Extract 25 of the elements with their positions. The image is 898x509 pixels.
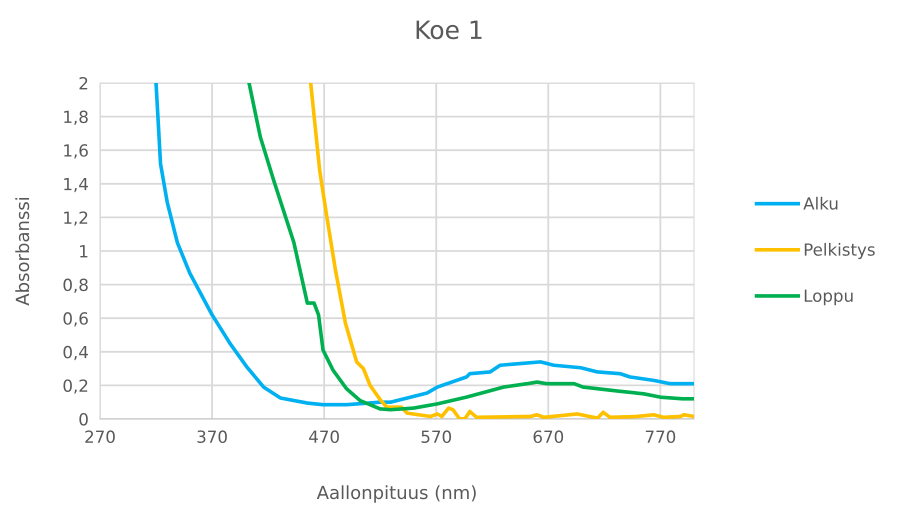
- line-series: [247, 83, 694, 412]
- y-tick-label: 1,8: [64, 110, 88, 125]
- y-tick-label: 1,4: [64, 178, 88, 192]
- x-tick-label: 770: [646, 430, 676, 444]
- x-tick-label: 270: [85, 430, 115, 444]
- chart-title: Koe 1: [416, 20, 482, 40]
- legend-label: Alku: [803, 196, 838, 210]
- y-tick-label: 1: [80, 245, 88, 258]
- x-tick-label: 470: [309, 430, 339, 444]
- y-tick-label: 0: [79, 412, 88, 426]
- y-tick-label: 1,2: [64, 211, 88, 226]
- legend-label: Pelkistys: [804, 242, 875, 260]
- y-tick-label: 2: [80, 76, 88, 90]
- x-tick-label: 370: [197, 430, 227, 444]
- legend-label: Loppu: [804, 290, 853, 306]
- y-tick-label: 0,4: [63, 346, 88, 360]
- x-tick-label: 670: [534, 430, 564, 444]
- y-tick-label: 0,8: [63, 278, 88, 293]
- y-tick-label: 0,2: [63, 379, 88, 394]
- y-axis-title: Absorbanssi: [15, 198, 30, 306]
- y-tick-label: 0,6: [63, 312, 88, 326]
- y-tick-label: 1,6: [64, 144, 88, 158]
- x-tick-label: 570: [422, 430, 452, 444]
- x-axis-title: Aallonpituus (nm): [316, 485, 476, 503]
- line-series: [154, 83, 694, 407]
